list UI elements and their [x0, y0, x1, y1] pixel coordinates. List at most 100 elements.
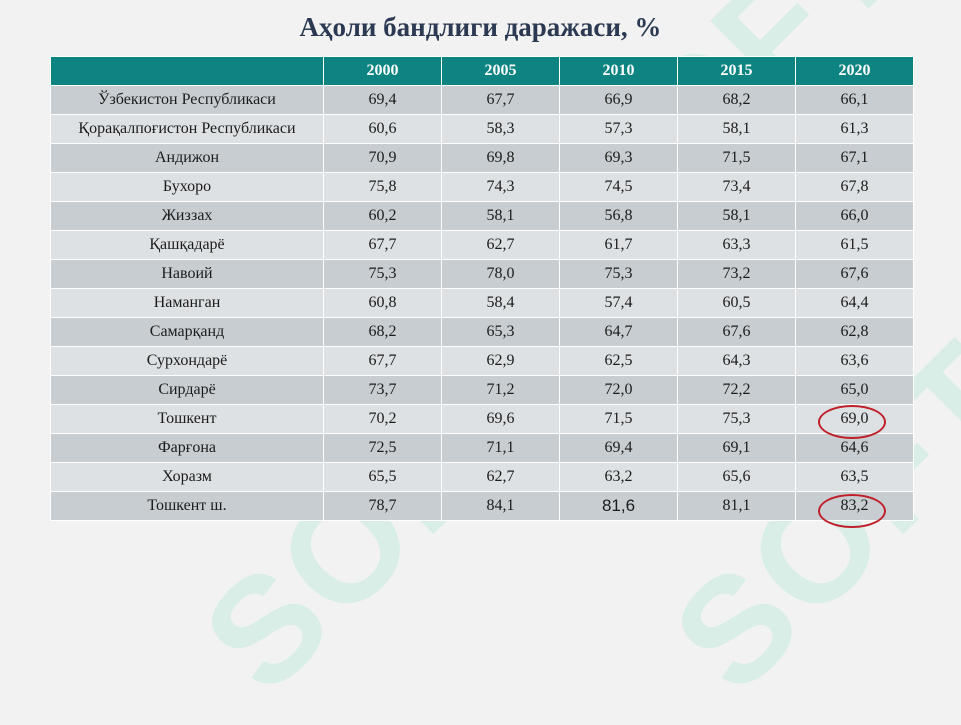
- value-cell-2010: 63,2: [559, 462, 678, 492]
- region-name: Ўзбекистон Республикаси: [50, 85, 324, 115]
- value-cell-2000: 60,2: [323, 201, 442, 231]
- value-cell-2015: 81,1: [677, 491, 796, 521]
- value-cell-2015: 73,4: [677, 172, 796, 202]
- value-cell-2005: 69,8: [441, 143, 560, 173]
- region-name: Фарғона: [50, 433, 324, 463]
- value-cell-2010: 66,9: [559, 85, 678, 115]
- value-cell-2020: 65,0: [795, 375, 914, 405]
- region-name: Самарқанд: [50, 317, 324, 347]
- region-name: Қашқадарё: [50, 230, 324, 260]
- value-cell-2000: 70,2: [323, 404, 442, 434]
- value-cell-2020: 64,6: [795, 433, 914, 463]
- value-cell-2000: 67,7: [323, 230, 442, 260]
- value-cell-2020: 66,0: [795, 201, 914, 231]
- value-cell-2015: 69,1: [677, 433, 796, 463]
- value-cell-2015: 75,3: [677, 404, 796, 434]
- value-cell-2010: 62,5: [559, 346, 678, 376]
- table-row: Тошкент ш. 78,7 84,1 81,6 81,1 83,2: [50, 491, 914, 521]
- value-cell-2010: 64,7: [559, 317, 678, 347]
- header-year-2000: 2000: [323, 56, 442, 86]
- value-cell-2000: 68,2: [323, 317, 442, 347]
- value-cell-2015: 64,3: [677, 346, 796, 376]
- value-cell-2015: 65,6: [677, 462, 796, 492]
- value-cell-2000: 78,7: [323, 491, 442, 521]
- value-cell-2005: 74,3: [441, 172, 560, 202]
- region-name: Андижон: [50, 143, 324, 173]
- header-row: 2000 2005 2010 2015 2020: [50, 56, 914, 86]
- value-cell-2000: 67,7: [323, 346, 442, 376]
- value-cell-2015: 68,2: [677, 85, 796, 115]
- table-row: Сирдарё 73,7 71,2 72,0 72,2 65,0: [50, 375, 914, 405]
- value-cell-2000: 60,8: [323, 288, 442, 318]
- region-name: Наманган: [50, 288, 324, 318]
- value-cell-2000: 75,8: [323, 172, 442, 202]
- value-cell-2005: 62,7: [441, 230, 560, 260]
- table-row: Хоразм 65,5 62,7 63,2 65,6 63,5: [50, 462, 914, 492]
- value-cell-2005: 58,4: [441, 288, 560, 318]
- value-cell-2000: 72,5: [323, 433, 442, 463]
- region-name: Хоразм: [50, 462, 324, 492]
- region-name: Сирдарё: [50, 375, 324, 405]
- table-row: Наманган 60,8 58,4 57,4 60,5 64,4: [50, 288, 914, 318]
- header-year-2005: 2005: [441, 56, 560, 86]
- value-cell-2005: 69,6: [441, 404, 560, 434]
- table-row: Жиззах 60,2 58,1 56,8 58,1 66,0: [50, 201, 914, 231]
- value-cell-2005: 62,7: [441, 462, 560, 492]
- value-cell-2015: 58,1: [677, 201, 796, 231]
- value-cell-2010: 74,5: [559, 172, 678, 202]
- table-row: Бухоро 75,8 74,3 74,5 73,4 67,8: [50, 172, 914, 202]
- value-cell-2000: 65,5: [323, 462, 442, 492]
- value-cell-2005: 67,7: [441, 85, 560, 115]
- value-cell-2010: 57,3: [559, 114, 678, 144]
- region-name: Қорақалпоғистон Республикаси: [50, 114, 324, 144]
- value-cell-2015: 72,2: [677, 375, 796, 405]
- value-cell-2000: 75,3: [323, 259, 442, 289]
- value-cell-2020: 62,8: [795, 317, 914, 347]
- value-cell-2010: 56,8: [559, 201, 678, 231]
- value-cell-2005: 65,3: [441, 317, 560, 347]
- value-cell-2020: 66,1: [795, 85, 914, 115]
- header-year-2015: 2015: [677, 56, 796, 86]
- value-cell-2005: 62,9: [441, 346, 560, 376]
- header-corner: [50, 56, 324, 86]
- value-cell-2015: 71,5: [677, 143, 796, 173]
- region-name: Жиззах: [50, 201, 324, 231]
- value-cell-2005: 58,3: [441, 114, 560, 144]
- value-cell-2000: 70,9: [323, 143, 442, 173]
- value-cell-2015: 60,5: [677, 288, 796, 318]
- value-cell-2020: 63,5: [795, 462, 914, 492]
- region-name: Тошкент: [50, 404, 324, 434]
- table-row: Қорақалпоғистон Республикаси 60,6 58,3 57,3…: [50, 114, 914, 144]
- value-cell-2005: 84,1: [441, 491, 560, 521]
- value-cell-2010: 61,7: [559, 230, 678, 260]
- region-name: Навоий: [50, 259, 324, 289]
- region-name: Бухоро: [50, 172, 324, 202]
- value-cell-2020: 61,3: [795, 114, 914, 144]
- value-cell-2010: 69,3: [559, 143, 678, 173]
- value-cell-2010: 75,3: [559, 259, 678, 289]
- value-cell-2015: 73,2: [677, 259, 796, 289]
- value-cell-2015: 67,6: [677, 317, 796, 347]
- value-cell-2020: 83,2: [795, 491, 914, 521]
- value-cell-2000: 69,4: [323, 85, 442, 115]
- value-cell-2020: 63,6: [795, 346, 914, 376]
- value-cell-2010: 57,4: [559, 288, 678, 318]
- table-row: Ўзбекистон Республикаси 69,4 67,7 66,9 68,2 6…: [50, 85, 914, 115]
- value-cell-2010: 81,6: [559, 491, 678, 521]
- table-row: Навоий 75,3 78,0 75,3 73,2 67,6: [50, 259, 914, 289]
- value-cell-2015: 63,3: [677, 230, 796, 260]
- region-name: Тошкент ш.: [50, 491, 324, 521]
- table-row: Тошкент 70,2 69,6 71,5 75,3 69,0: [50, 404, 914, 434]
- header-year-2020: 2020: [795, 56, 914, 86]
- value-cell-2020: 67,1: [795, 143, 914, 173]
- value-cell-2005: 71,2: [441, 375, 560, 405]
- value-cell-2005: 58,1: [441, 201, 560, 231]
- value-cell-2005: 71,1: [441, 433, 560, 463]
- value-cell-2000: 60,6: [323, 114, 442, 144]
- table-row: Фарғона 72,5 71,1 69,4 69,1 64,6: [50, 433, 914, 463]
- table-row: Андижон 70,9 69,8 69,3 71,5 67,1: [50, 143, 914, 173]
- value-cell-2005: 78,0: [441, 259, 560, 289]
- employment-table: 2000 2005 2010 2015 2020 Ўзбекистон Республи…: [50, 56, 914, 521]
- value-cell-2020: 67,8: [795, 172, 914, 202]
- region-name: Сурхондарё: [50, 346, 324, 376]
